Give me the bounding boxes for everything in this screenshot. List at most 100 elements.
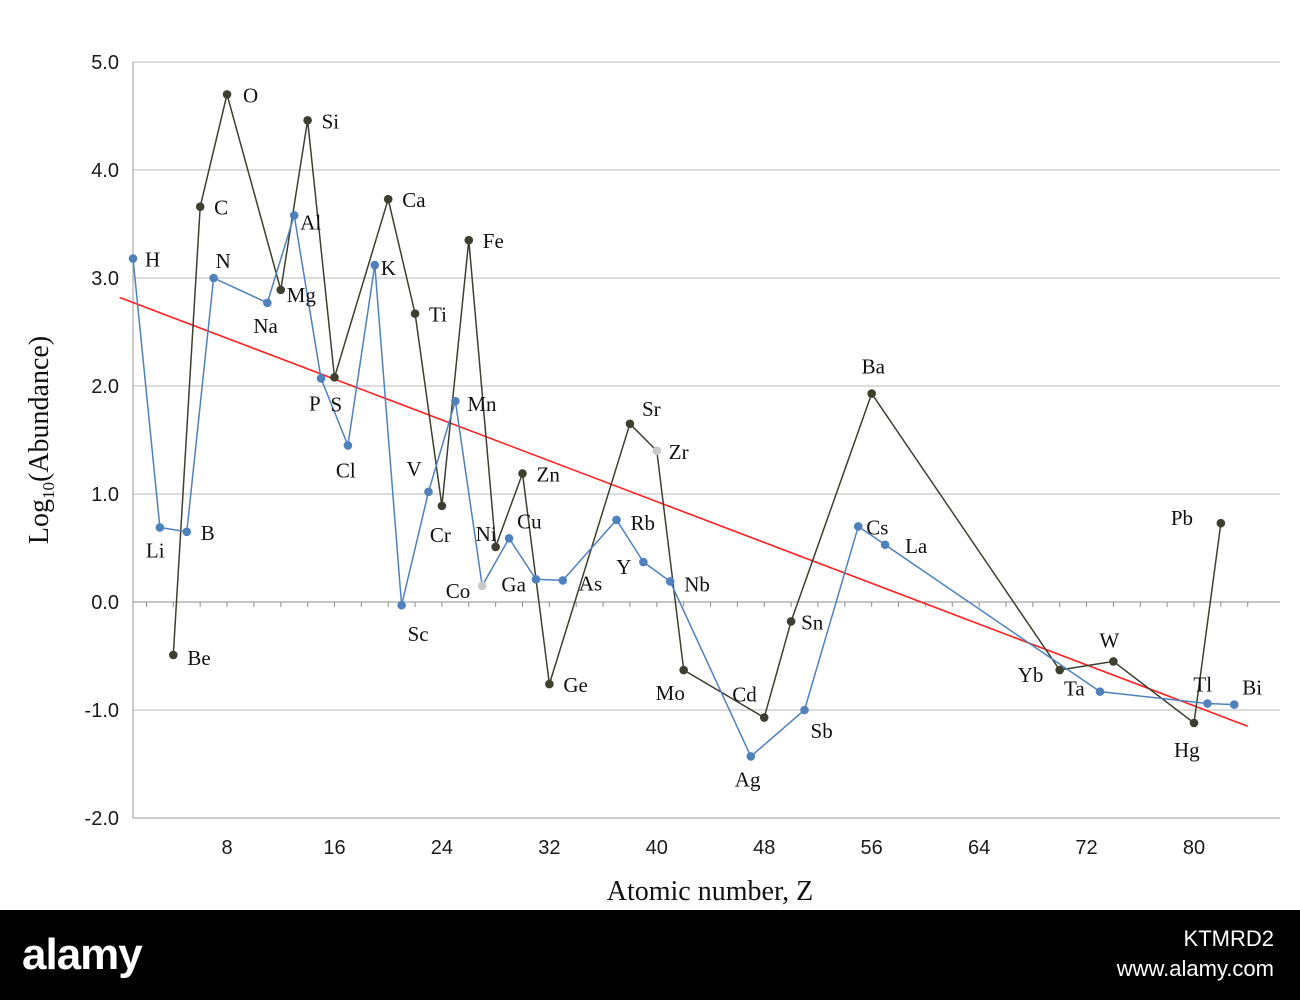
point-label-hg: Hg	[1174, 738, 1200, 762]
x-tick-label: 32	[538, 837, 560, 859]
point-label-n: N	[216, 249, 231, 273]
point-label-rb: Rb	[631, 511, 656, 535]
data-point-al	[289, 211, 299, 220]
y-tick-label: 1.0	[91, 484, 119, 506]
point-label-y: Y	[616, 555, 631, 579]
point-label-mg: Mg	[287, 283, 317, 307]
data-point-cd	[759, 713, 769, 722]
point-label-cs: Cs	[866, 515, 888, 539]
y-tick-label: 2.0	[91, 376, 119, 398]
x-axis-title: Atomic number, Z	[607, 876, 814, 907]
data-point-fe	[464, 235, 474, 245]
point-label-cl: Cl	[336, 458, 356, 482]
point-label-fe: Fe	[483, 229, 504, 253]
point-label-na: Na	[253, 314, 278, 338]
point-label-si: Si	[322, 109, 340, 133]
point-label-as: As	[579, 571, 602, 595]
data-point-li	[155, 523, 165, 532]
point-label-mn: Mn	[467, 392, 497, 416]
data-point-hg	[1189, 718, 1199, 728]
y-tick-label: -1.0	[85, 700, 119, 722]
data-point-sr	[625, 419, 635, 429]
point-label-w: W	[1099, 628, 1119, 652]
x-tick-label: 72	[1075, 837, 1097, 859]
data-point-ca	[383, 194, 393, 204]
y-axis-title: Log10(Abundance)	[24, 336, 58, 544]
y-axis-title-subscript: 10	[39, 482, 58, 499]
point-label-v: V	[406, 457, 421, 481]
x-tick-label: 56	[861, 837, 883, 859]
data-point-ag	[746, 752, 756, 761]
data-point-co	[477, 581, 487, 591]
data-point-p	[316, 374, 326, 383]
data-point-zn	[518, 469, 527, 478]
data-point-ni	[491, 542, 500, 552]
chart: 5.0 4.0 3.0 2.0 1.0 0.0 -1.0 -2.0 8 16 24 32 40 48 56 6…	[24, 52, 1280, 907]
x-tick-label: 24	[431, 837, 453, 859]
point-label-la: La	[905, 534, 928, 558]
data-points	[128, 90, 1239, 761]
x-tick-label: 80	[1183, 837, 1205, 859]
y-tick-label: 0.0	[91, 592, 119, 614]
data-point-bi	[1229, 700, 1239, 709]
data-point-n	[209, 273, 218, 283]
data-point-ba	[867, 389, 876, 398]
data-point-si	[303, 116, 312, 125]
series-line	[132, 215, 1235, 758]
point-label-ca: Ca	[402, 188, 426, 212]
data-point-b	[182, 527, 192, 537]
point-label-co: Co	[446, 579, 471, 603]
stock-id-block: KTMRD2 www.alamy.com	[1117, 924, 1274, 984]
x-tick-label: 64	[968, 837, 990, 859]
data-point-as	[558, 576, 568, 585]
point-label-ge: Ge	[563, 673, 588, 697]
point-label-yb: Yb	[1018, 663, 1044, 687]
point-label-tl: Tl	[1193, 673, 1212, 697]
data-point-yb	[1055, 665, 1064, 675]
data-point-zr	[652, 446, 662, 456]
data-point-sn	[786, 617, 796, 626]
point-label-nb: Nb	[684, 572, 710, 596]
data-point-s	[330, 373, 339, 382]
point-label-sc: Sc	[408, 622, 429, 646]
point-label-mo: Mo	[656, 681, 685, 705]
data-point-na	[263, 298, 272, 308]
y-axis-title-main: Log	[24, 499, 55, 544]
y-axis-title-rest: (Abundance)	[24, 336, 55, 482]
data-point-la	[880, 540, 890, 550]
data-point-c	[195, 202, 205, 212]
point-label-p: P	[309, 391, 321, 415]
data-point-rb	[612, 515, 621, 525]
point-label-sn: Sn	[801, 610, 824, 634]
x-tick-label: 16	[323, 837, 345, 859]
y-tick-label: 5.0	[91, 52, 119, 74]
data-point-mg	[276, 285, 286, 295]
y-tick-label: -2.0	[85, 808, 119, 830]
element-labels: Be C O Mg Si S Ca Ti Cr Fe Ni Zn Ge Sr Zr Mo Cd Sn Ba Yb W Hg…	[145, 83, 1262, 791]
alamy-logo: alamy	[22, 930, 143, 979]
data-point-sb	[800, 705, 809, 715]
point-label-bi: Bi	[1242, 676, 1262, 700]
data-point-cl	[343, 441, 353, 450]
point-label-sb: Sb	[811, 719, 833, 743]
data-point-nb	[665, 577, 675, 586]
data-point-cu	[504, 533, 514, 543]
point-label-cu: Cu	[517, 509, 542, 533]
data-point-sc	[397, 600, 406, 610]
gridlines	[133, 61, 1280, 819]
point-label-h: H	[145, 248, 160, 272]
stock-url: www.alamy.com	[1116, 956, 1274, 981]
point-label-s: S	[330, 392, 342, 416]
point-label-cd: Cd	[732, 683, 757, 707]
point-label-cr: Cr	[430, 523, 451, 547]
axes	[132, 62, 1280, 819]
series-lines	[132, 94, 1235, 758]
data-point-k	[370, 260, 380, 270]
data-point-cr	[437, 501, 447, 511]
x-tick-label: 8	[221, 837, 232, 859]
y-tick-label: 3.0	[91, 268, 119, 290]
data-point-mo	[679, 665, 688, 675]
data-point-be	[169, 650, 178, 660]
data-point-mn	[451, 396, 460, 406]
data-point-v	[424, 487, 433, 497]
